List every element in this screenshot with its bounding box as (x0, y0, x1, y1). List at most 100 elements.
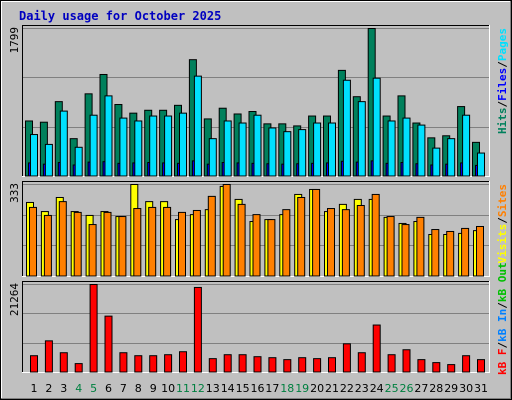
label-separator: / (496, 101, 509, 108)
y-tick-label: 333 (8, 183, 21, 203)
bar (237, 203, 246, 277)
bar (431, 229, 440, 277)
bar (342, 343, 351, 373)
bar (164, 354, 173, 373)
bar (119, 352, 128, 373)
bar (149, 115, 158, 177)
bar (89, 284, 98, 373)
bar (74, 146, 83, 177)
x-tick-label: 30 (459, 382, 473, 395)
bar (416, 216, 425, 277)
label-separator: / (496, 302, 509, 309)
x-tick-label: 18 (280, 382, 294, 395)
bar (59, 110, 68, 177)
x-tick-label: 1 (31, 382, 38, 395)
bar (267, 219, 276, 277)
bar (298, 129, 307, 177)
bar (134, 120, 143, 177)
bar (417, 359, 426, 373)
bar (223, 354, 232, 373)
legend-entry: kB Out (496, 262, 509, 302)
x-tick-label: 16 (251, 382, 265, 395)
bar (328, 122, 336, 177)
series-label: kB F/kB In/kB Out (496, 262, 509, 375)
x-tick-label: 4 (75, 382, 82, 395)
legend-entry: kB In (496, 309, 509, 342)
bar (357, 352, 366, 373)
y-tick-label: 1799 (8, 27, 21, 54)
x-tick-label: 15 (236, 382, 250, 395)
bar (341, 209, 350, 277)
bar (179, 112, 187, 177)
bar (252, 214, 261, 277)
bar (29, 206, 37, 277)
bar (208, 358, 217, 373)
x-tick-label: 14 (221, 382, 235, 395)
legend-entry: Hits (496, 108, 509, 135)
bar (387, 120, 396, 177)
bar (432, 147, 441, 177)
bar (477, 359, 485, 373)
bar (238, 354, 247, 373)
bar (268, 357, 277, 373)
x-tick-label: 9 (150, 382, 157, 395)
bar (193, 286, 202, 373)
bar (477, 152, 485, 177)
x-tick-label: 29 (444, 382, 458, 395)
bar (402, 117, 411, 177)
bar (386, 216, 395, 277)
bar (447, 138, 456, 177)
bar (74, 363, 83, 373)
x-tick-label: 13 (206, 382, 220, 395)
x-tick-label: 12 (191, 382, 205, 395)
bar (43, 214, 52, 277)
bar (313, 358, 322, 373)
bar (371, 193, 380, 277)
x-tick-label: 17 (265, 382, 279, 395)
label-separator: / (496, 342, 509, 349)
legend-entry: Visits (496, 224, 509, 264)
bar (207, 195, 216, 277)
bar (192, 209, 201, 277)
x-tick-label: 2 (45, 382, 52, 395)
bar (222, 184, 231, 277)
x-tick-label: 19 (295, 382, 309, 395)
x-tick-label: 26 (400, 382, 414, 395)
legend-entry: Files (496, 68, 509, 101)
bar (179, 351, 187, 373)
bar (313, 122, 322, 177)
bar (148, 206, 157, 277)
x-tick-label: 22 (340, 382, 354, 395)
bar (461, 227, 470, 277)
series-label: Hits/Files/Pages (496, 28, 509, 134)
x-tick-label: 21 (325, 382, 339, 395)
bar (149, 355, 158, 373)
bar (447, 364, 456, 373)
bar (462, 355, 471, 373)
bar (327, 208, 335, 277)
bar (193, 75, 202, 177)
bar (178, 211, 186, 277)
bar (356, 204, 365, 277)
bar (476, 225, 484, 277)
bar (104, 95, 113, 177)
bar (164, 115, 173, 177)
bar (88, 224, 97, 277)
bar (282, 209, 291, 277)
series-label: Visits/Sites (496, 184, 509, 264)
bar (30, 134, 38, 177)
x-tick-label: 6 (105, 382, 112, 395)
bar (73, 211, 82, 277)
bar (297, 196, 306, 277)
legend-entry: Pages (496, 28, 509, 61)
bar (357, 101, 366, 177)
bar (402, 349, 411, 373)
x-tick-label: 23 (355, 382, 369, 395)
x-tick-label: 7 (120, 382, 127, 395)
x-tick-label: 20 (310, 382, 324, 395)
bar (372, 324, 381, 373)
label-separator: / (496, 61, 509, 68)
bar (118, 216, 127, 277)
bar (432, 362, 441, 373)
bar (387, 354, 396, 373)
